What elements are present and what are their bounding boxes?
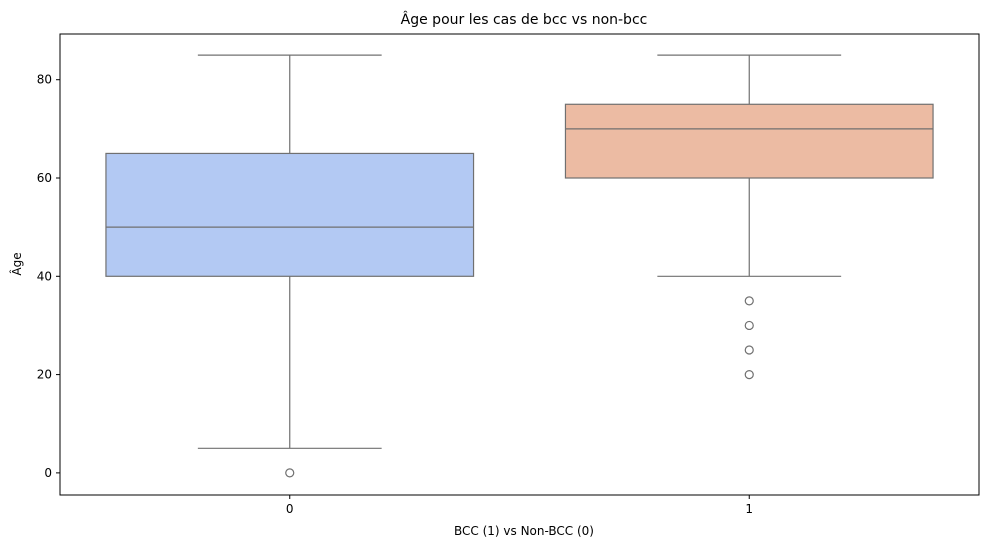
x-axis-label: BCC (1) vs Non-BCC (0) — [454, 524, 594, 538]
x-tick-label: 1 — [745, 502, 753, 516]
y-tick-label: 0 — [44, 466, 52, 480]
plot-area — [59, 33, 980, 496]
y-axis-label: Âge — [9, 252, 24, 275]
box — [105, 152, 475, 277]
box-group-0 — [105, 54, 475, 478]
y-tick-label: 20 — [37, 368, 52, 382]
outlier-point — [744, 345, 754, 355]
outlier-point — [744, 320, 754, 331]
box — [564, 103, 934, 179]
y-tick-label: 60 — [37, 171, 52, 185]
outlier-point — [285, 468, 295, 478]
plot-frame — [59, 33, 980, 496]
y-tick-label: 40 — [37, 269, 52, 283]
chart-title: Âge pour les cas de bcc vs non-bcc — [401, 10, 648, 28]
y-axis-ticks: 0 20 40 60 80 — [37, 73, 60, 480]
x-tick-label: 0 — [286, 502, 294, 516]
box-group-1 — [564, 54, 934, 380]
y-tick-label: 80 — [37, 73, 52, 87]
outlier-point — [744, 369, 754, 380]
outlier-point — [744, 296, 754, 306]
